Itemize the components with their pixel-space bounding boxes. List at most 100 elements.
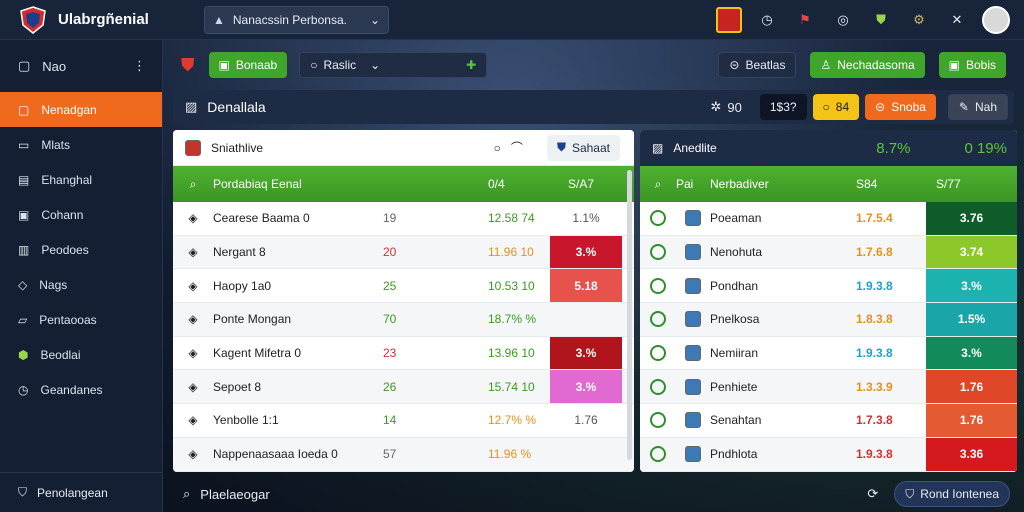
gear-icon[interactable]: ✲ bbox=[710, 99, 722, 114]
table-row[interactable]: Nenohuta 1.7.6.8 3.74 bbox=[640, 235, 1017, 270]
clock-icon[interactable]: ◷ bbox=[761, 12, 773, 27]
status-dot-icon bbox=[640, 269, 676, 302]
close-icon[interactable]: ✕ bbox=[951, 12, 963, 27]
flag-icon[interactable]: ⚑ bbox=[799, 12, 811, 27]
primary-button[interactable]: ▣ Bonaab bbox=[208, 52, 288, 78]
sidebar-item-label: Nenadgan bbox=[41, 102, 97, 117]
table-row[interactable]: Senahtan 1.7.3.8 1.76 bbox=[640, 404, 1017, 438]
ticket-icon: ▱ bbox=[18, 312, 28, 327]
sidebar-item-peodoes[interactable]: ▥ Peodoes bbox=[0, 232, 162, 267]
table-row[interactable]: Nemiiran 1.9.3.8 3.% bbox=[640, 336, 1017, 371]
team-select-value: Nanacssin Perbonsa. bbox=[232, 12, 347, 27]
badge-icon: ⬢ bbox=[18, 347, 29, 362]
row-name: Poeaman bbox=[710, 211, 762, 226]
row-name: Nergant 8 bbox=[213, 245, 266, 260]
chevron-down-icon: ⌄ bbox=[369, 12, 380, 27]
row-value: 13.96 10 bbox=[488, 346, 535, 361]
sidebar-header[interactable]: ▢ Nao ⋮ bbox=[0, 40, 162, 92]
table-row[interactable]: ◈ Kagent Mifetra 0 23 13.96 10 3.% bbox=[173, 336, 634, 371]
row-value: 1.3.3.9 bbox=[856, 379, 893, 394]
document-icon: ▭ bbox=[18, 137, 30, 152]
team-select[interactable]: ▲ Nanacssin Perbonsa. ⌄ bbox=[204, 5, 389, 34]
sidebar-item-geandanes[interactable]: ◷ Geandanes bbox=[0, 372, 162, 407]
clock-icon: ◷ bbox=[18, 382, 29, 397]
status-dot-icon bbox=[640, 202, 676, 235]
sidebar-item-beodlai[interactable]: ⬢ Beodlai bbox=[0, 337, 162, 372]
table-row[interactable]: ◈ Nappenaasaaa Ioeda 0 57 11.96 % bbox=[173, 437, 634, 472]
yellow-badge[interactable]: ○ 84 bbox=[812, 94, 860, 120]
row-value: 1.9.3.8 bbox=[856, 278, 893, 293]
table-row[interactable]: ◈ Ponte Mongan 70 18.7% % bbox=[173, 303, 634, 337]
row-name: Pndhlota bbox=[710, 447, 758, 462]
globe-icon[interactable]: ◎ bbox=[837, 12, 849, 27]
search-icon[interactable]: ⌕ bbox=[654, 176, 662, 191]
sidebar-footer[interactable]: ⛉ Penolangean bbox=[0, 472, 162, 512]
row-name: Yenbolle 1:1 bbox=[213, 413, 279, 428]
row-value: 1.7.3.8 bbox=[856, 413, 893, 428]
settings-icon[interactable]: ⚙ bbox=[913, 12, 925, 27]
value-box-text: 1$3? bbox=[769, 100, 797, 114]
table-row[interactable]: Penhiete 1.3.3.9 1.76 bbox=[640, 370, 1017, 405]
link-icon[interactable]: ⌒ bbox=[510, 141, 523, 155]
avatar[interactable] bbox=[982, 6, 1010, 34]
row-percent: 3.% bbox=[550, 336, 622, 370]
table-row[interactable]: ◈ Haopy 1a0 25 10.53 10 5.18 bbox=[173, 269, 634, 304]
club-crest-icon[interactable] bbox=[716, 7, 742, 33]
filter-select[interactable]: ○ Raslic ⌄ ✚ bbox=[299, 52, 488, 78]
row-name: Senahtan bbox=[710, 413, 762, 428]
row-name: Penhiete bbox=[710, 379, 758, 394]
table-row[interactable]: ◈ Yenbolle 1:1 14 12.7% % 1.76 bbox=[173, 404, 634, 438]
info-icon: ◈ bbox=[188, 379, 198, 394]
orange-button[interactable]: ⊝ Snoba bbox=[865, 94, 936, 120]
row-number: 25 bbox=[383, 278, 397, 293]
more-icon[interactable]: ⋮ bbox=[133, 58, 146, 73]
row-number: 70 bbox=[383, 312, 397, 327]
right-value-2: 0 19% bbox=[964, 139, 1007, 157]
row-percent bbox=[550, 303, 622, 336]
table-row[interactable]: Pndhlota 1.9.3.8 3.36 bbox=[640, 437, 1017, 472]
status-dot-icon bbox=[640, 438, 676, 471]
row-name: Sepoet 8 bbox=[213, 379, 262, 394]
scrollbar[interactable] bbox=[627, 170, 632, 460]
right-panel-topbar: ▨ Anedlite 8.7% 0 19% bbox=[640, 130, 1017, 166]
action-button[interactable]: ♙ Nechadasoma bbox=[810, 52, 925, 78]
circle-icon[interactable]: ○ bbox=[493, 140, 501, 155]
table-row[interactable]: Pnelkosa 1.8.3.8 1.5% bbox=[640, 303, 1017, 337]
save-button[interactable]: ▣ Bobis bbox=[938, 52, 1006, 78]
row-percent: 3.74 bbox=[926, 235, 1017, 269]
search-button[interactable]: ⛊ Sahaat bbox=[546, 134, 620, 161]
header-col0: Pai bbox=[676, 177, 694, 191]
search-icon[interactable]: ⌕ bbox=[189, 176, 197, 191]
table-row[interactable]: Poeaman 1.7.5.4 3.76 bbox=[640, 202, 1017, 236]
table-row[interactable]: ◈ Cearese Baama 0 19 12.58 74 1.1% bbox=[173, 202, 634, 236]
left-table-body: ◈ Cearese Baama 0 19 12.58 74 1.1% ◈ Ner… bbox=[173, 202, 634, 472]
table-row[interactable]: ◈ Sepoet 8 26 15.74 10 3.% bbox=[173, 370, 634, 405]
sidebar-item-cohann[interactable]: ▣ Cohann bbox=[0, 197, 162, 232]
sidebar-item-nenadgan[interactable]: ▢ Nenadgan bbox=[0, 92, 162, 127]
sidebar-item-ehanghal[interactable]: ▤ Ehanghal bbox=[0, 162, 162, 197]
table-row[interactable]: Pondhan 1.9.3.8 3.% bbox=[640, 269, 1017, 304]
user-icon: ♙ bbox=[820, 58, 832, 72]
refresh-icon[interactable]: ⟳ bbox=[867, 486, 879, 501]
sidebar-item-mlats[interactable]: ▭ Mlats bbox=[0, 127, 162, 162]
secondary-button[interactable]: ⊝ Beatlas bbox=[718, 52, 797, 78]
bottom-bar: ⌕ Plaelaeogar ⟳ ⛉ Rond Iontenea bbox=[163, 476, 1024, 512]
bottom-action-button[interactable]: ⛉ Rond Iontenea bbox=[894, 481, 1010, 507]
left-search-text[interactable]: Sniathlive bbox=[211, 140, 264, 155]
chevron-down-icon: ⌄ bbox=[370, 58, 381, 72]
sidebar: ▢ Nao ⋮ ▢ Nenadgan ▭ Mlats ▤ Ehanghal ▣ … bbox=[0, 40, 163, 512]
gray-button[interactable]: ✎ Nah bbox=[947, 94, 1008, 120]
row-value: 11.96 % bbox=[488, 447, 532, 462]
sidebar-item-nags[interactable]: ◇ Nags bbox=[0, 267, 162, 302]
table-row[interactable]: ◈ Nergant 8 20 11.96 10 3.% bbox=[173, 235, 634, 270]
sidebar-header-label: Nao bbox=[42, 58, 67, 74]
search-icon[interactable]: ⌕ bbox=[183, 486, 191, 501]
right-value-1: 8.7% bbox=[876, 139, 911, 157]
sidebar-footer-label: Penolangean bbox=[37, 485, 108, 500]
status-dot-icon bbox=[640, 303, 676, 336]
sidebar-item-pentaooas[interactable]: ▱ Pentaooas bbox=[0, 302, 162, 337]
crest-green-icon[interactable]: ⛊ bbox=[876, 12, 886, 27]
row-percent: 3.% bbox=[926, 269, 1017, 303]
right-panel: ▨ Anedlite 8.7% 0 19% ⌕ Pai Nerbadiver S… bbox=[640, 130, 1017, 472]
row-percent: 1.76 bbox=[926, 404, 1017, 437]
